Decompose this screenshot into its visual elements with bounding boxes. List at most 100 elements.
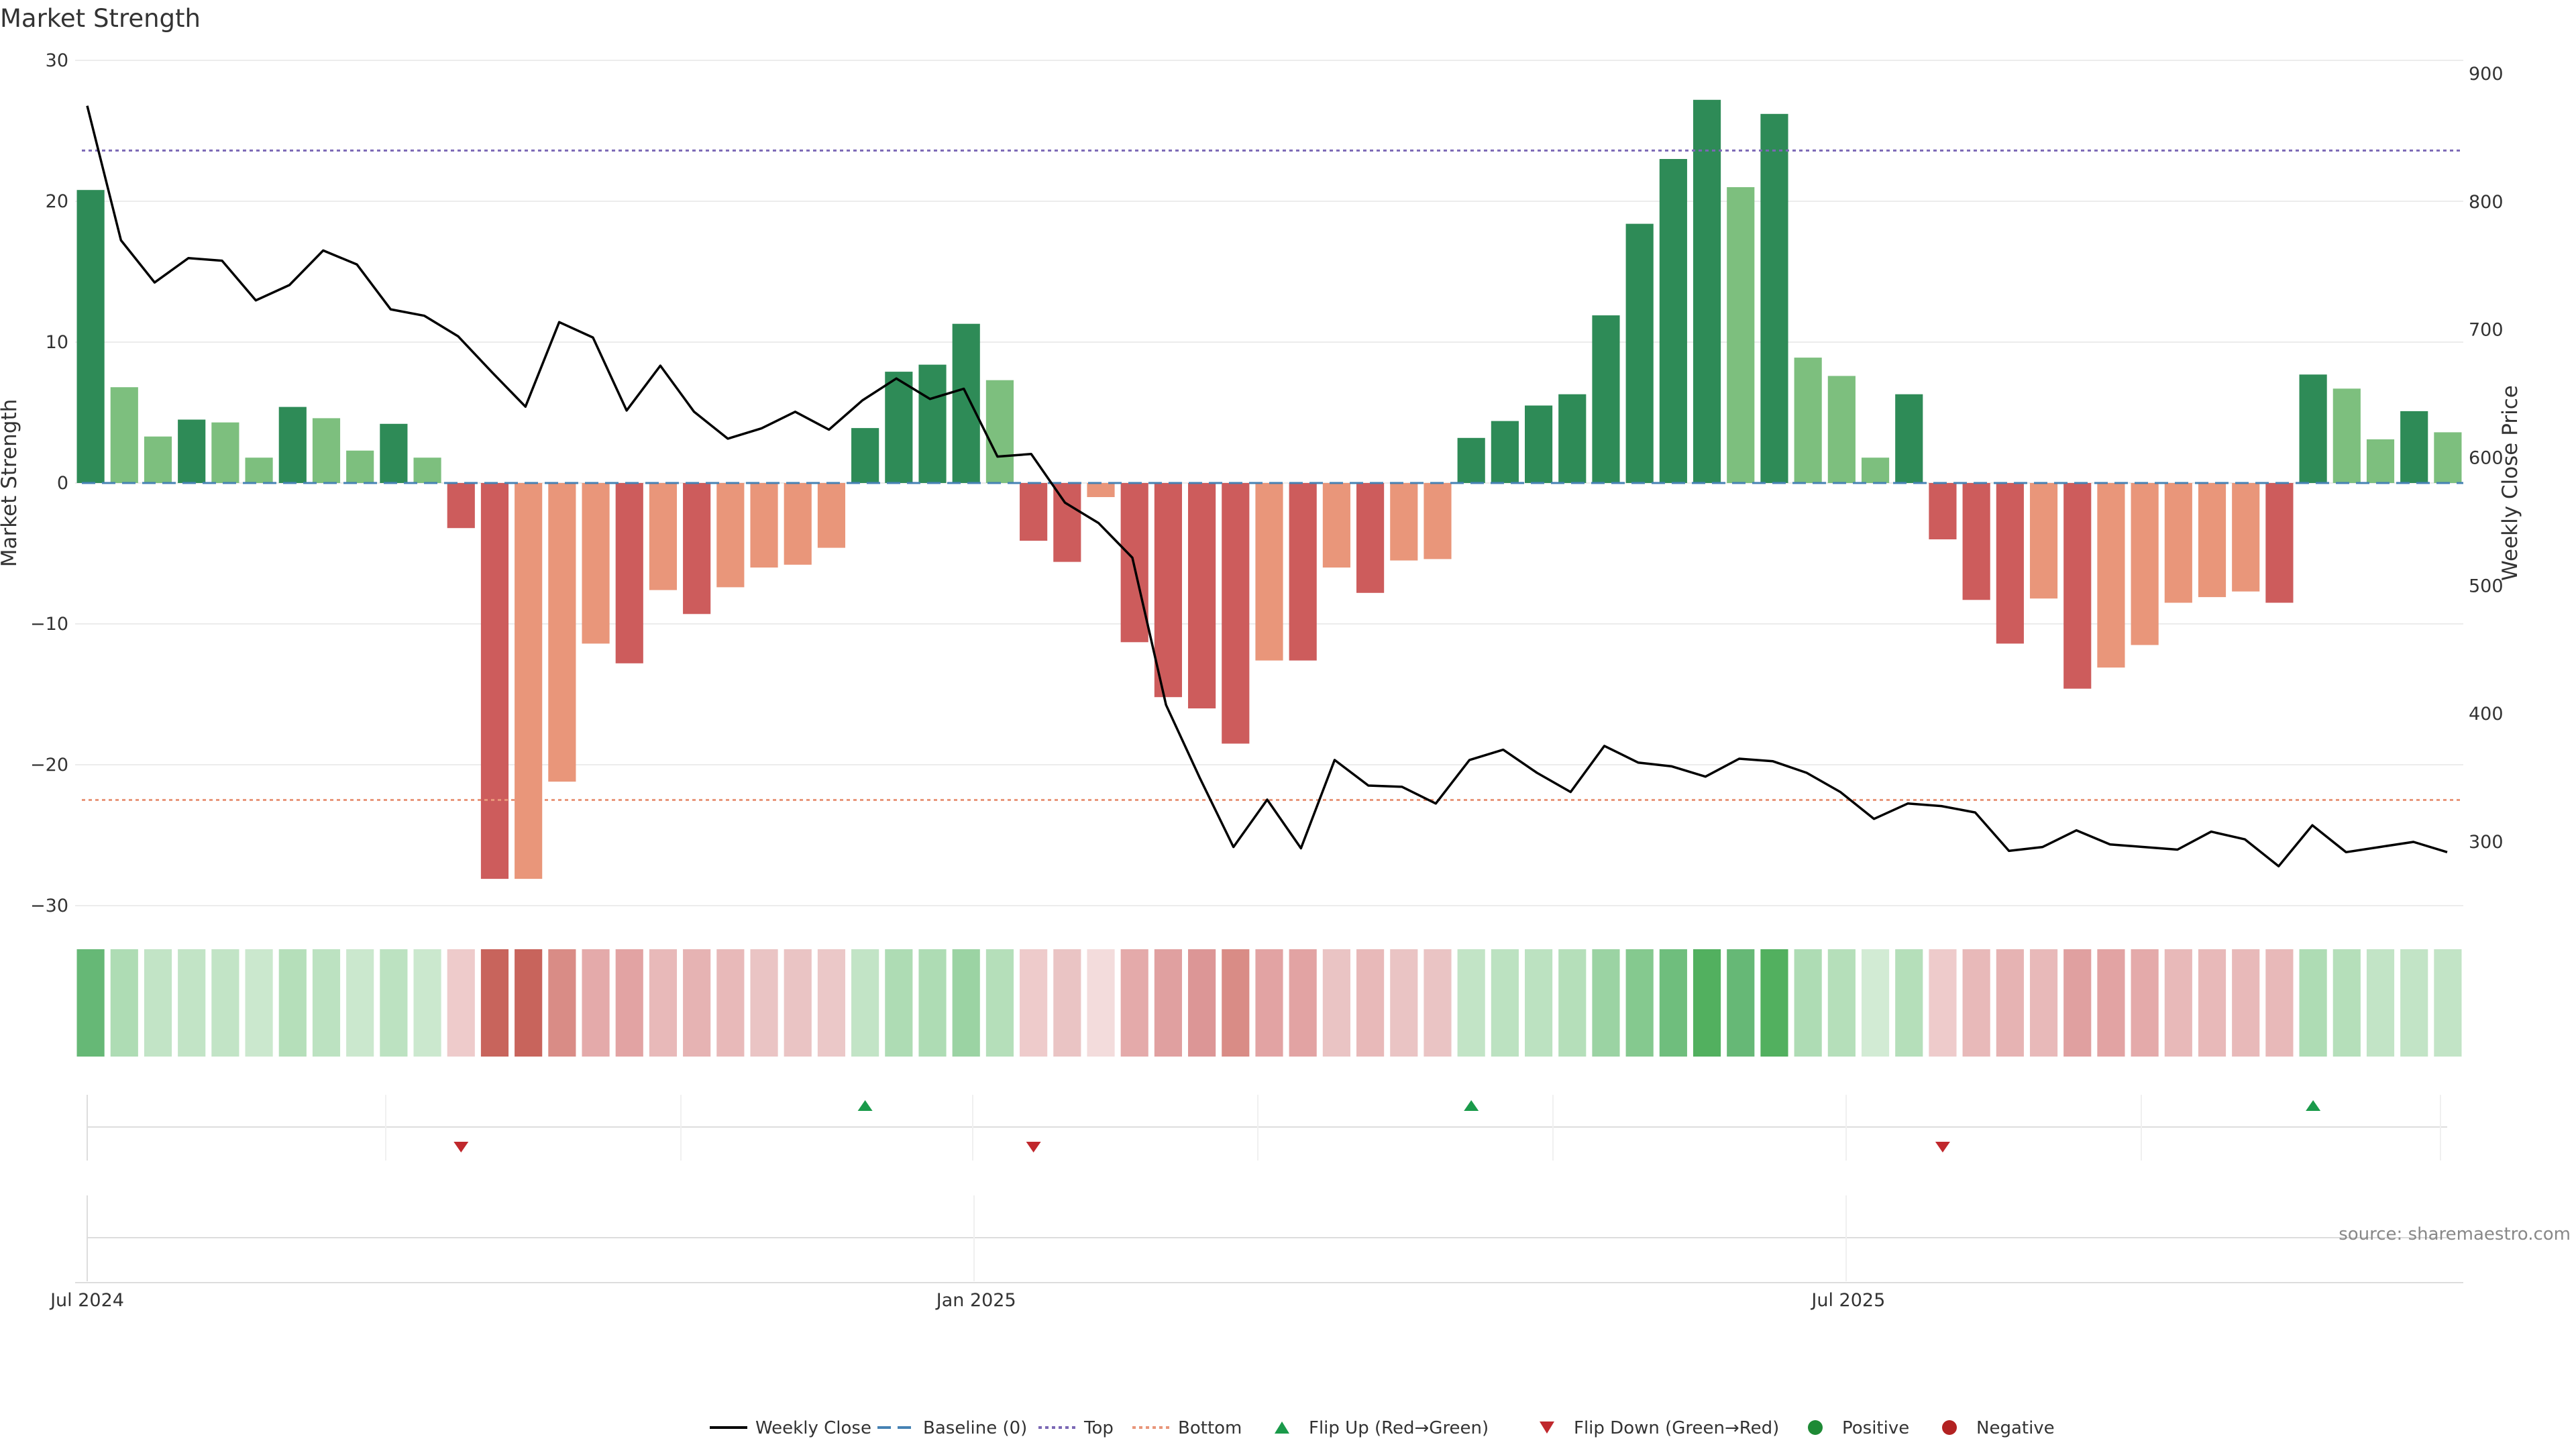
heat-strip-cell (784, 949, 812, 1057)
y-right-tick-label: 400 (2469, 704, 2504, 724)
heat-strip-cell (1491, 949, 1519, 1057)
strength-bar (2265, 483, 2294, 603)
strength-bar (2366, 439, 2395, 483)
heat-strip-cell (1457, 949, 1485, 1057)
strength-bar (346, 450, 374, 483)
heat-strip-cell (278, 949, 307, 1057)
strength-bar (1154, 483, 1182, 698)
legend-dot-icon (1942, 1420, 1957, 1435)
strength-bar (1289, 483, 1317, 661)
heat-strip-cell (851, 949, 879, 1057)
strength-bar (2029, 483, 2058, 599)
heat-strip-cell (1356, 949, 1385, 1057)
strength-bar (1222, 483, 1250, 744)
heat-strip-cell (447, 949, 475, 1057)
legend-label: Positive (1842, 1418, 1909, 1438)
strength-bar (211, 422, 239, 483)
heat-strip-cell (2434, 949, 2462, 1057)
strength-bar (1390, 483, 1418, 561)
heat-strip-cell (750, 949, 778, 1057)
strength-bar (2232, 483, 2260, 592)
heat-strip-cell (110, 949, 138, 1057)
heat-strip-cell (885, 949, 913, 1057)
strength-bar (312, 418, 341, 483)
strength-bar (1693, 99, 1721, 484)
strength-bar (1727, 187, 1755, 483)
strength-bar (985, 380, 1014, 483)
heat-strip-cell (1289, 949, 1317, 1057)
heat-strip-cell (312, 949, 341, 1057)
weekly-close-series (86, 105, 2448, 868)
strength-bar (1322, 483, 1350, 568)
strength-bar (1592, 315, 1620, 483)
strength-bar (1087, 483, 1115, 497)
strength-bar (2198, 483, 2226, 598)
strength-bar (2063, 483, 2092, 689)
heat-strip-cell (2232, 949, 2260, 1057)
heat-strip-cell (1693, 949, 1721, 1057)
legend-label: Bottom (1178, 1418, 1242, 1438)
heat-strip-cell (615, 949, 643, 1057)
heat-strip-cell (2299, 949, 2327, 1057)
heat-strip-cell (918, 949, 947, 1057)
heat-strip-cell (716, 949, 745, 1057)
heat-strip-cell (413, 949, 441, 1057)
heat-strip-cell (1727, 949, 1755, 1057)
strength-bar (1659, 159, 1687, 483)
strength-bar (2332, 388, 2361, 483)
strength-bar (1962, 483, 1990, 600)
heat-strip-cell (2198, 949, 2226, 1057)
heat-strip-cell (1760, 949, 1788, 1057)
strength-bar (1558, 394, 1587, 483)
y-left-tick-label: −20 (30, 755, 68, 775)
heat-strip-cell (1861, 949, 1890, 1057)
heat-strip-cell (649, 949, 678, 1057)
y-left-tick-label: 30 (46, 50, 68, 71)
legend-label: Weekly Close (755, 1418, 871, 1438)
strength-bar (1996, 483, 2024, 644)
empty-panel (87, 1195, 2447, 1281)
strength-bar (480, 483, 509, 879)
strength-bar (1356, 483, 1385, 593)
flip-up-marker (2306, 1100, 2321, 1111)
strength-bar (2434, 432, 2462, 483)
strength-bar (278, 407, 307, 483)
chart-title: Market Strength (0, 4, 201, 33)
strength-bar (784, 483, 812, 565)
heat-strip-cell (1424, 949, 1452, 1057)
heat-strip-cell (1322, 949, 1350, 1057)
axes: 30 20 10 0 −10 −20 −30 900 800 700 600 500 400 300 (30, 50, 2504, 916)
heat-strip-cell (1659, 949, 1687, 1057)
strength-bar (885, 372, 913, 483)
heat-strip-cell (582, 949, 610, 1057)
flip-down-marker (453, 1142, 469, 1152)
heat-strip-cell (1827, 949, 1856, 1057)
heat-strip-cell (2332, 949, 2361, 1057)
strength-bar (716, 483, 745, 588)
strength-heat-strip (76, 949, 2462, 1057)
strength-bar (245, 458, 273, 483)
y-left-tick-label: 0 (57, 473, 68, 494)
legend-dot-icon (1808, 1420, 1823, 1435)
heat-strip-cell (1020, 949, 1048, 1057)
heat-strip-cell (985, 949, 1014, 1057)
heat-strip-cell (1188, 949, 1216, 1057)
strength-bar (817, 483, 846, 548)
heat-strip-cell (2366, 949, 2395, 1057)
flip-up-marker (1464, 1100, 1479, 1111)
heat-strip-cell (1794, 949, 1822, 1057)
strength-bar (178, 419, 206, 483)
heat-strip-cell (2029, 949, 2058, 1057)
y-right-tick-label: 900 (2469, 64, 2504, 85)
heat-strip-cell (515, 949, 543, 1057)
flip-panel (87, 1095, 2447, 1161)
strength-bar (582, 483, 610, 644)
strength-bar (1020, 483, 1048, 541)
source-note: source: sharemaestro.com (2339, 1224, 2571, 1244)
weekly-close-line (86, 105, 2448, 868)
strength-bar (851, 428, 879, 483)
strength-bar (1895, 394, 1923, 483)
legend-label: Top (1083, 1418, 1114, 1438)
strength-bar (1491, 421, 1519, 483)
strength-bar (1760, 113, 1788, 484)
